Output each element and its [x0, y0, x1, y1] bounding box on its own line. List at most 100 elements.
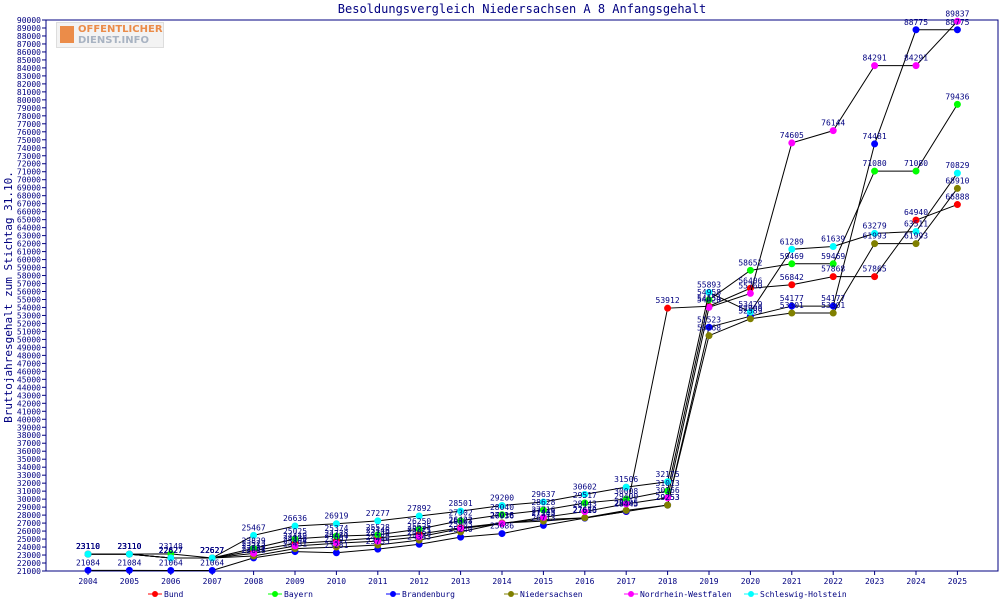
data-label: 29637 [531, 490, 555, 499]
series-line [88, 29, 958, 571]
data-point [332, 520, 340, 528]
data-label: 28445 [614, 500, 638, 509]
data-point [705, 323, 713, 331]
y-tick-label: 60000 [17, 256, 41, 265]
data-label: 25025 [283, 527, 307, 536]
y-tick-label: 58000 [17, 272, 41, 281]
data-label: 25467 [242, 523, 266, 532]
data-point [581, 514, 589, 522]
data-label: 21064 [159, 558, 183, 567]
data-label: 25374 [324, 524, 348, 533]
data-label: 26636 [283, 514, 307, 523]
y-tick-label: 65000 [17, 216, 41, 225]
legend-label: Schleswig-Holstein [760, 590, 847, 599]
data-label: 22627 [200, 546, 224, 555]
y-tick-label: 49000 [17, 343, 41, 352]
data-point [664, 304, 672, 312]
data-label: 76144 [821, 119, 845, 128]
data-label: 63279 [863, 221, 887, 230]
data-point [539, 513, 547, 521]
y-tick-label: 74000 [17, 144, 41, 153]
legend-swatch-marker [628, 591, 634, 597]
data-label: 28628 [531, 498, 555, 507]
data-point [539, 498, 547, 506]
data-label: 30602 [573, 482, 597, 491]
legend-swatch-marker [508, 591, 514, 597]
data-point [332, 549, 340, 557]
data-label: 57868 [821, 265, 845, 274]
data-point [788, 139, 796, 147]
y-tick-label: 32000 [17, 479, 41, 488]
data-point [208, 566, 216, 574]
x-tick-label: 2019 [699, 577, 718, 586]
y-tick-label: 38000 [17, 431, 41, 440]
y-tick-label: 69000 [17, 184, 41, 193]
data-point [871, 240, 879, 248]
y-tick-label: 28000 [17, 511, 41, 520]
data-label: 61993 [904, 232, 928, 241]
data-label: 56406 [738, 276, 762, 285]
data-label: 27018 [490, 511, 514, 520]
x-tick-label: 2022 [824, 577, 843, 586]
data-label: 61289 [780, 237, 804, 246]
data-point [953, 26, 961, 34]
data-label: 56842 [780, 273, 804, 282]
y-tick-label: 80000 [17, 96, 41, 105]
y-tick-label: 56000 [17, 288, 41, 297]
y-tick-label: 35000 [17, 455, 41, 464]
data-label: 22627 [200, 546, 224, 555]
data-label: 28595 [614, 498, 638, 507]
data-label: 54177 [780, 294, 804, 303]
data-label: 70829 [945, 161, 969, 170]
data-label: 25528 [366, 523, 390, 532]
data-point [829, 127, 837, 135]
data-label: 27656 [573, 506, 597, 515]
data-label: 53301 [780, 301, 804, 310]
data-point [291, 535, 299, 543]
data-point [746, 266, 754, 274]
data-label: 54020 [697, 295, 721, 304]
x-tick-label: 2010 [327, 577, 346, 586]
data-label: 24343 [407, 532, 431, 541]
y-tick-label: 41000 [17, 407, 41, 416]
data-point [788, 302, 796, 310]
data-label: 27673 [573, 506, 597, 515]
y-tick-label: 88000 [17, 32, 41, 41]
data-point [250, 531, 258, 539]
data-point [829, 242, 837, 250]
data-label: 89837 [945, 9, 969, 18]
data-point [250, 549, 258, 557]
data-label: 23735 [366, 537, 390, 546]
y-tick-label: 24000 [17, 543, 41, 552]
y-tick-label: 59000 [17, 264, 41, 273]
data-label: 27443 [531, 508, 555, 517]
y-tick-label: 27000 [17, 519, 41, 528]
y-tick-label: 37000 [17, 439, 41, 448]
data-label: 84291 [863, 54, 887, 63]
data-label: 25903 [449, 520, 473, 529]
y-tick-label: 30000 [17, 495, 41, 504]
data-point [622, 500, 630, 508]
series-bayern [84, 100, 961, 562]
data-label: 21084 [117, 558, 141, 567]
data-point [291, 522, 299, 530]
data-point [953, 169, 961, 177]
x-tick-label: 2023 [865, 577, 884, 586]
data-label: 58652 [738, 258, 762, 267]
series-line [88, 188, 958, 559]
data-label: 29400 [614, 492, 638, 501]
data-label: 31506 [614, 475, 638, 484]
data-point [415, 512, 423, 520]
data-point [829, 309, 837, 317]
data-point [829, 302, 837, 310]
data-label: 23110 [117, 542, 141, 551]
x-tick-label: 2020 [741, 577, 760, 586]
legend-label: Bund [164, 590, 183, 599]
data-point [664, 501, 672, 509]
data-label: 22627 [159, 546, 183, 555]
data-label: 21064 [200, 558, 224, 567]
data-label: 23110 [117, 542, 141, 551]
y-tick-label: 77000 [17, 120, 41, 129]
y-tick-label: 39000 [17, 423, 41, 432]
data-label: 61639 [821, 234, 845, 243]
